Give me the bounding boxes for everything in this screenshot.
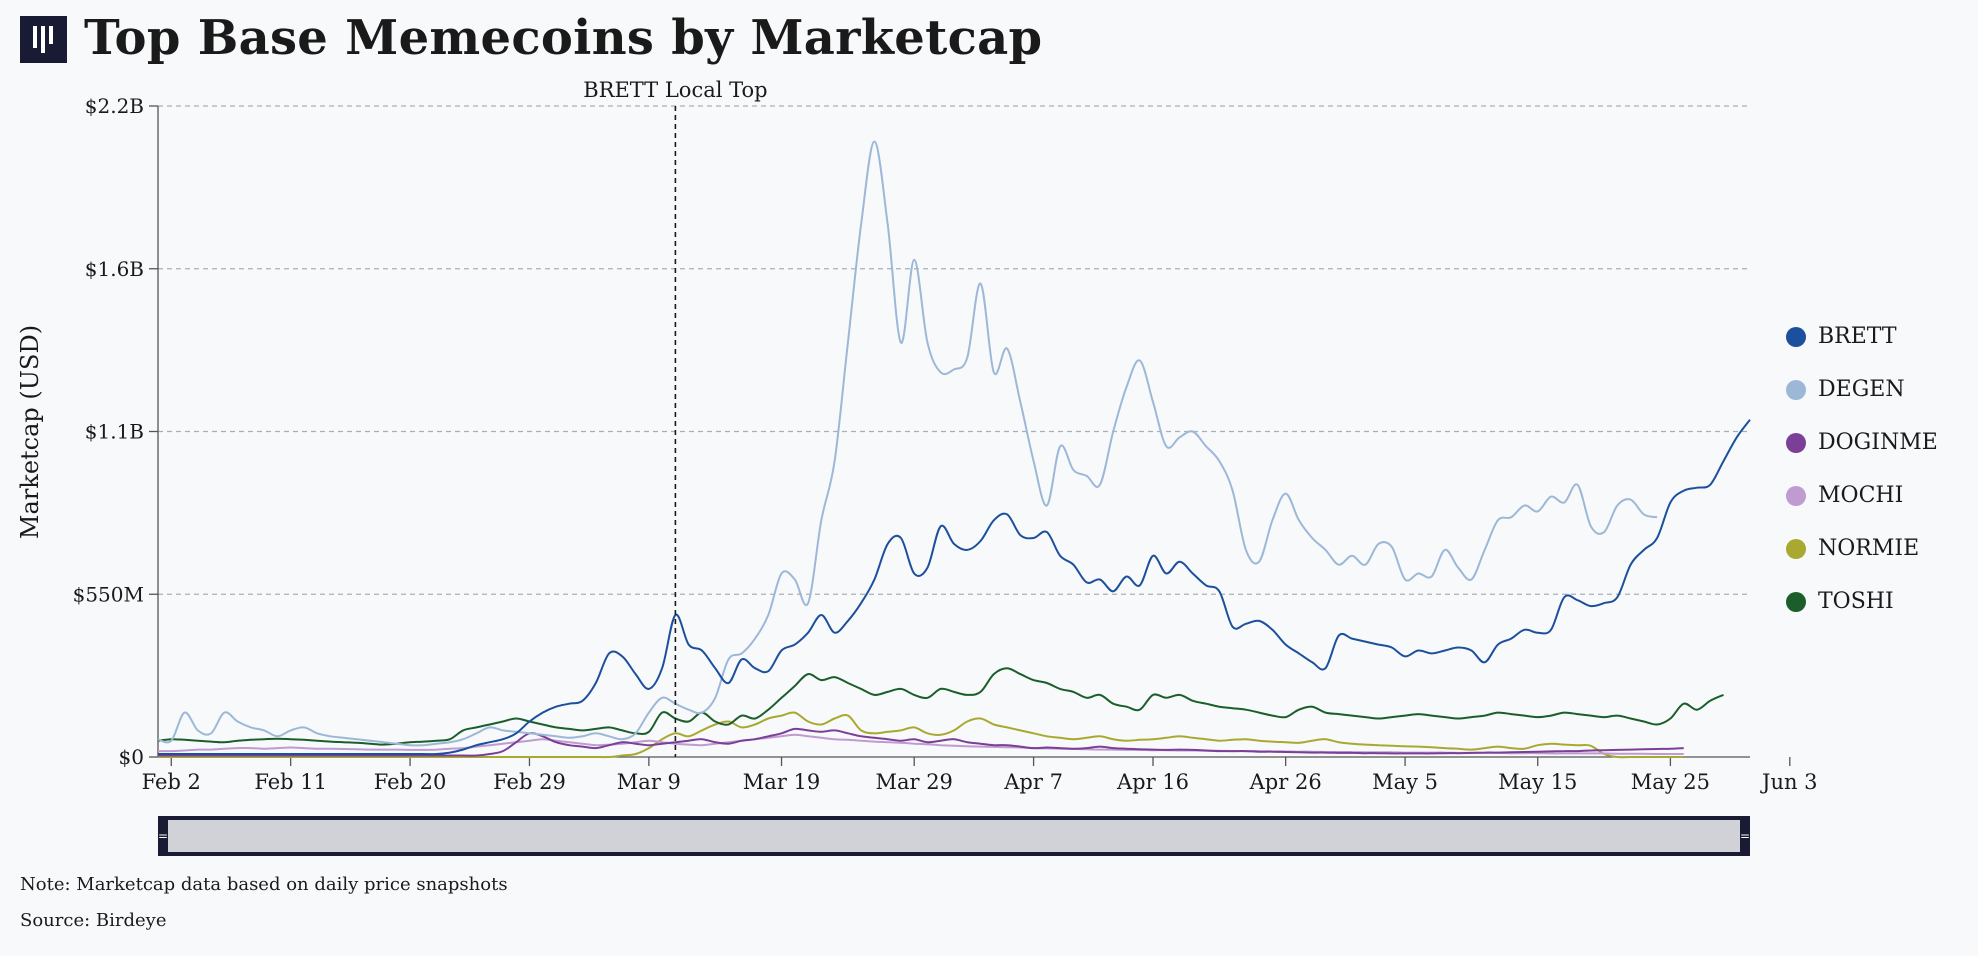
y-axis-label: Marketcap (USD) <box>16 325 44 539</box>
legend-swatch <box>1786 591 1806 612</box>
range-scrollbar[interactable]: = = <box>158 816 1750 856</box>
scroll-handle-right[interactable]: = <box>1740 829 1751 843</box>
x-tick-label: Jun 3 <box>1760 770 1818 794</box>
legend-swatch <box>1786 326 1806 347</box>
legend: BRETT DEGEN DOGINME MOCHI NORMIE TOSHI <box>1786 310 1938 628</box>
gridlines <box>158 105 1750 595</box>
legend-label: BRETT <box>1818 324 1897 349</box>
x-axis-ticks: Feb 2 Feb 11 Feb 20 Feb 29 Mar 9 Mar 19 Mar 29… <box>142 757 1818 794</box>
legend-label: MOCHI <box>1818 483 1904 508</box>
legend-item-brett[interactable]: BRETT <box>1786 310 1938 363</box>
legend-item-degen[interactable]: DEGEN <box>1786 363 1938 416</box>
legend-swatch <box>1786 538 1806 559</box>
x-tick-label: May 25 <box>1631 770 1710 794</box>
series-line-normie <box>158 711 1684 759</box>
series-lines <box>157 140 1751 759</box>
series-line-toshi <box>157 667 1724 746</box>
series-line-doginme <box>158 727 1684 757</box>
legend-label: DOGINME <box>1818 430 1938 455</box>
x-tick-label: Feb 11 <box>254 770 327 794</box>
legend-item-toshi[interactable]: TOSHI <box>1786 575 1938 628</box>
series-line-brett <box>158 419 1751 756</box>
x-tick-label: Feb 2 <box>142 770 201 794</box>
x-tick-label: Feb 29 <box>493 770 566 794</box>
scroll-track[interactable] <box>168 820 1740 852</box>
x-tick-label: May 15 <box>1498 770 1577 794</box>
legend-item-normie[interactable]: NORMIE <box>1786 522 1938 575</box>
x-tick-label: Apr 16 <box>1116 770 1189 794</box>
scroll-handle-left[interactable]: = <box>158 829 169 843</box>
y-tick-label: $2.2B <box>85 94 144 118</box>
x-tick-label: Apr 7 <box>1003 770 1063 794</box>
footnote: Note: Marketcap data based on daily pric… <box>20 874 508 895</box>
line-chart: $0 $550M $1.1B $1.6B $2.2B Feb 2 Feb 11 Feb 20… <box>16 78 1818 794</box>
legend-swatch <box>1786 485 1806 506</box>
legend-label: DEGEN <box>1818 377 1905 402</box>
annotation-label: BRETT Local Top <box>583 78 767 102</box>
legend-swatch <box>1786 379 1806 400</box>
y-tick-label: $0 <box>119 745 144 769</box>
source-text: Source: Birdeye <box>20 910 167 931</box>
logo-icon <box>33 26 53 53</box>
legend-label: NORMIE <box>1818 536 1920 561</box>
y-tick-label: $550M <box>73 582 144 606</box>
x-tick-label: Mar 29 <box>875 770 952 794</box>
logo <box>20 16 67 63</box>
y-axis-ticks: $0 $550M $1.1B $1.6B $2.2B <box>73 94 1750 769</box>
legend-item-mochi[interactable]: MOCHI <box>1786 469 1938 522</box>
x-tick-label: Apr 26 <box>1249 770 1322 794</box>
x-tick-label: Mar 19 <box>743 770 820 794</box>
y-tick-label: $1.1B <box>85 420 144 444</box>
x-tick-label: May 5 <box>1372 770 1438 794</box>
legend-swatch <box>1786 432 1806 453</box>
legend-item-doginme[interactable]: DOGINME <box>1786 416 1938 469</box>
series-line-degen <box>157 140 1658 747</box>
chart-title: Top Base Memecoins by Marketcap <box>84 10 1043 66</box>
legend-label: TOSHI <box>1818 589 1894 614</box>
x-tick-label: Feb 20 <box>374 770 447 794</box>
x-tick-label: Mar 9 <box>617 770 681 794</box>
y-tick-label: $1.6B <box>85 257 144 281</box>
